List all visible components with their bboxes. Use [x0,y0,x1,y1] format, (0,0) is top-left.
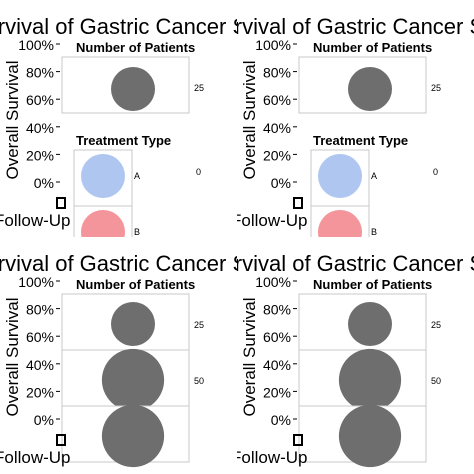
y-tick-label: 80% [26,302,54,318]
y-axis-label: Overall Survival [240,60,259,179]
color-legend-marker [318,154,362,198]
y-tick-label: 20% [26,147,54,163]
y-tick-label: 20% [263,147,291,163]
y-tick-label: 0% [271,412,291,428]
size-legend-title: Number of Patients [313,277,432,292]
y-tick-label: 20% [26,384,54,400]
y-tick-label: 80% [263,65,291,81]
size-legend-label: 25 [431,320,441,330]
color-legend-marker [81,210,125,237]
color-legend-label: B [371,227,377,237]
x-axis-label: Follow-Up [231,211,308,230]
y-tick-label: 60% [26,92,54,108]
size-legend-label: 25 [194,83,204,93]
legend-stray-label: 0 [196,167,201,177]
color-legend-title: Treatment Type [76,133,171,148]
y-tick-label: 100% [255,37,291,53]
y-axis-label: Overall Survival [3,297,22,416]
chart-title: Overall Survival of Gastric Cancer Study… [0,251,345,276]
y-tick-label: 0% [271,175,291,191]
axis-corner-mark [293,434,303,446]
size-legend-marker [101,348,165,412]
y-tick-label: 80% [26,65,54,81]
y-tick-label: 40% [263,120,291,136]
size-legend-marker [338,348,402,412]
chart-panel: 25 Overall Survival of Gastric Cancer Stu… [0,14,345,237]
y-tick-label: 80% [263,302,291,318]
axis-corner-mark [293,197,303,209]
y-tick-label: 20% [263,384,291,400]
size-legend-title: Number of Patients [76,277,195,292]
y-tick-label: 0% [34,412,54,428]
y-axis-label: Overall Survival [240,297,259,416]
legend-stray-label: 0 [433,167,438,177]
chart-title: Overall Survival of Gastric Cancer Study… [132,14,474,39]
x-axis-label: Follow-Up [0,211,71,230]
size-legend-label: 50 [431,376,441,386]
size-legend-title: Number of Patients [313,40,432,55]
color-legend-title: Treatment Type [313,133,408,148]
x-axis-label: Follow-Up [231,448,308,467]
chart-panel: 25 Overall Survival of Gastric Cancer Stu… [132,14,474,237]
size-legend-label: 50 [194,376,204,386]
y-tick-label: 100% [18,274,54,290]
y-tick-label: 40% [26,120,54,136]
size-legend-marker [338,404,402,468]
color-legend-marker [81,154,125,198]
color-legend-marker [318,210,362,237]
chart-panel: 25 50 Overall Survival of Gastric Cancer S… [0,251,345,468]
size-legend-marker [348,67,392,111]
axis-corner-mark [56,197,66,209]
size-legend-label: 25 [431,83,441,93]
y-tick-label: 100% [255,274,291,290]
size-legend-marker [101,404,165,468]
y-tick-label: 100% [18,37,54,53]
chart-title: Overall Survival of Gastric Cancer Study… [0,14,345,39]
color-legend-label: A [134,171,140,181]
size-legend-marker [111,67,155,111]
y-tick-label: 40% [263,357,291,373]
chart-panel: 25 50 Overall Survival of Gastric Cancer S… [132,251,474,468]
size-legend-label: 25 [194,320,204,330]
y-tick-label: 40% [26,357,54,373]
y-tick-label: 60% [263,329,291,345]
size-legend-marker [348,302,392,346]
size-legend-marker [111,302,155,346]
y-tick-label: 0% [34,175,54,191]
y-tick-label: 60% [26,329,54,345]
y-axis-label: Overall Survival [3,60,22,179]
axis-corner-mark [56,434,66,446]
chart-title: Overall Survival of Gastric Cancer Study… [132,251,474,276]
y-tick-label: 60% [263,92,291,108]
size-legend-title: Number of Patients [76,40,195,55]
x-axis-label: Follow-Up [0,448,71,467]
color-legend-label: B [134,227,140,237]
color-legend-label: A [371,171,377,181]
